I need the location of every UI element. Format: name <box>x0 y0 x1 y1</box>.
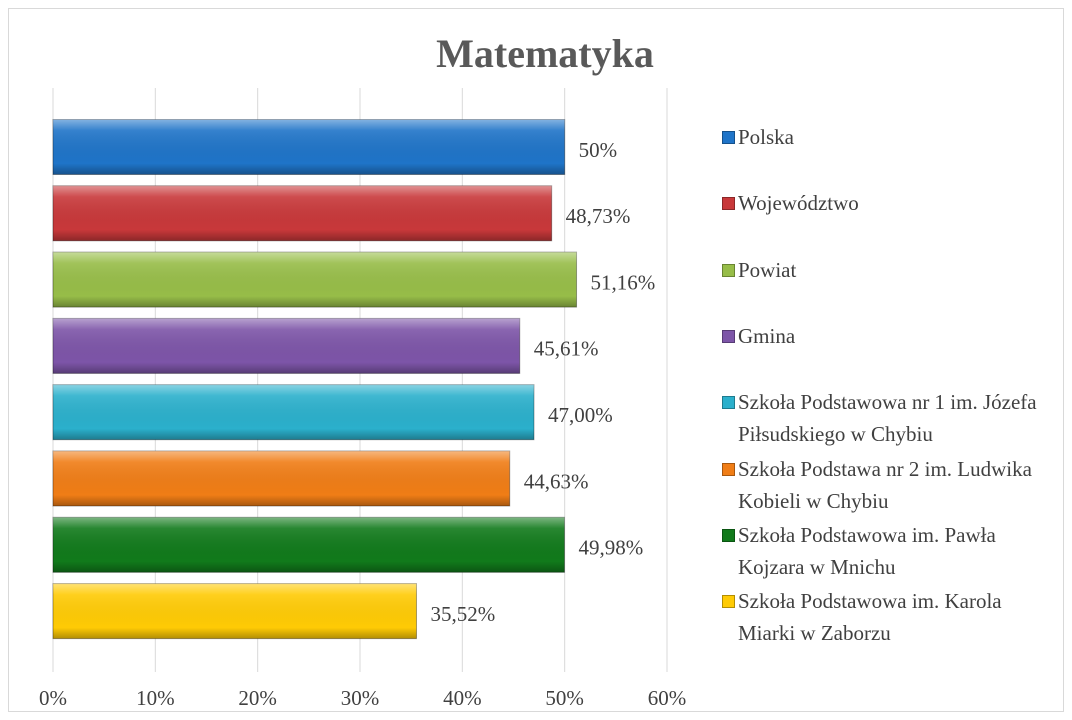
legend-marker <box>722 595 735 609</box>
value-label: 45,61% <box>534 337 599 361</box>
legend-marker <box>722 528 735 542</box>
value-label: 49,98% <box>578 536 643 560</box>
bar-shine <box>53 318 520 374</box>
legend-label: Gmina <box>738 323 796 348</box>
bar-shine <box>53 119 565 175</box>
bar-shine <box>53 583 417 639</box>
legend-item: Szkoła Podstawa nr 2 im. Ludwika Kobieli… <box>722 453 1052 517</box>
legend-label: Powiat <box>738 257 797 282</box>
legend-label: Województwo <box>738 191 859 216</box>
bar-shine <box>53 517 565 573</box>
legend-label: Szkoła Podstawa nr 2 im. Ludwika Kobieli… <box>738 456 1032 513</box>
x-tick-label: 30% <box>341 686 380 710</box>
legend-marker <box>722 263 735 277</box>
value-label: 35,52% <box>430 602 495 626</box>
x-tick-label: 60% <box>648 686 687 710</box>
value-label: 51,16% <box>591 270 656 294</box>
value-label: 48,73% <box>566 204 631 228</box>
x-tick-label: 40% <box>443 686 482 710</box>
bar-shine <box>53 185 552 241</box>
legend-item: Województwo <box>722 187 1052 219</box>
legend-item: Gmina <box>722 320 1052 352</box>
x-tick-label: 10% <box>136 686 175 710</box>
legend-label: Szkoła Podstawowa im. Karola Miarki w Za… <box>738 589 1002 646</box>
x-tick-label: 20% <box>238 686 277 710</box>
legend-marker <box>722 462 735 476</box>
bar-shine <box>53 384 534 440</box>
x-tick-label: 0% <box>39 686 67 710</box>
legend-marker <box>722 131 735 144</box>
legend-label: Polska <box>738 125 795 149</box>
legend-marker <box>722 396 735 410</box>
chart-title: Matematyka <box>436 31 654 76</box>
legend-item: Szkoła Podstawowa nr 1 im. Józefa Piłsud… <box>722 386 1052 450</box>
bar-shine <box>53 252 577 308</box>
legend-label: Szkoła Podstawowa nr 1 im. Józefa Piłsud… <box>738 390 1037 447</box>
legend-item: Powiat <box>722 254 1052 286</box>
bar-shine <box>53 451 510 506</box>
value-label: 50% <box>579 138 618 162</box>
x-tick-label: 50% <box>545 686 584 710</box>
value-label: 47,00% <box>548 403 613 427</box>
legend-item: Szkoła Podstawowa im. Karola Miarki w Za… <box>722 585 1052 649</box>
legend-marker <box>722 329 735 343</box>
legend-label: Szkoła Podstawowa im. Pawła Kojzara w Mn… <box>738 522 996 579</box>
legend-marker <box>722 197 735 211</box>
value-label: 44,63% <box>524 469 589 493</box>
legend-item: Polska <box>722 121 1052 153</box>
legend-item: Szkoła Podstawowa im. Pawła Kojzara w Mn… <box>722 519 1052 583</box>
